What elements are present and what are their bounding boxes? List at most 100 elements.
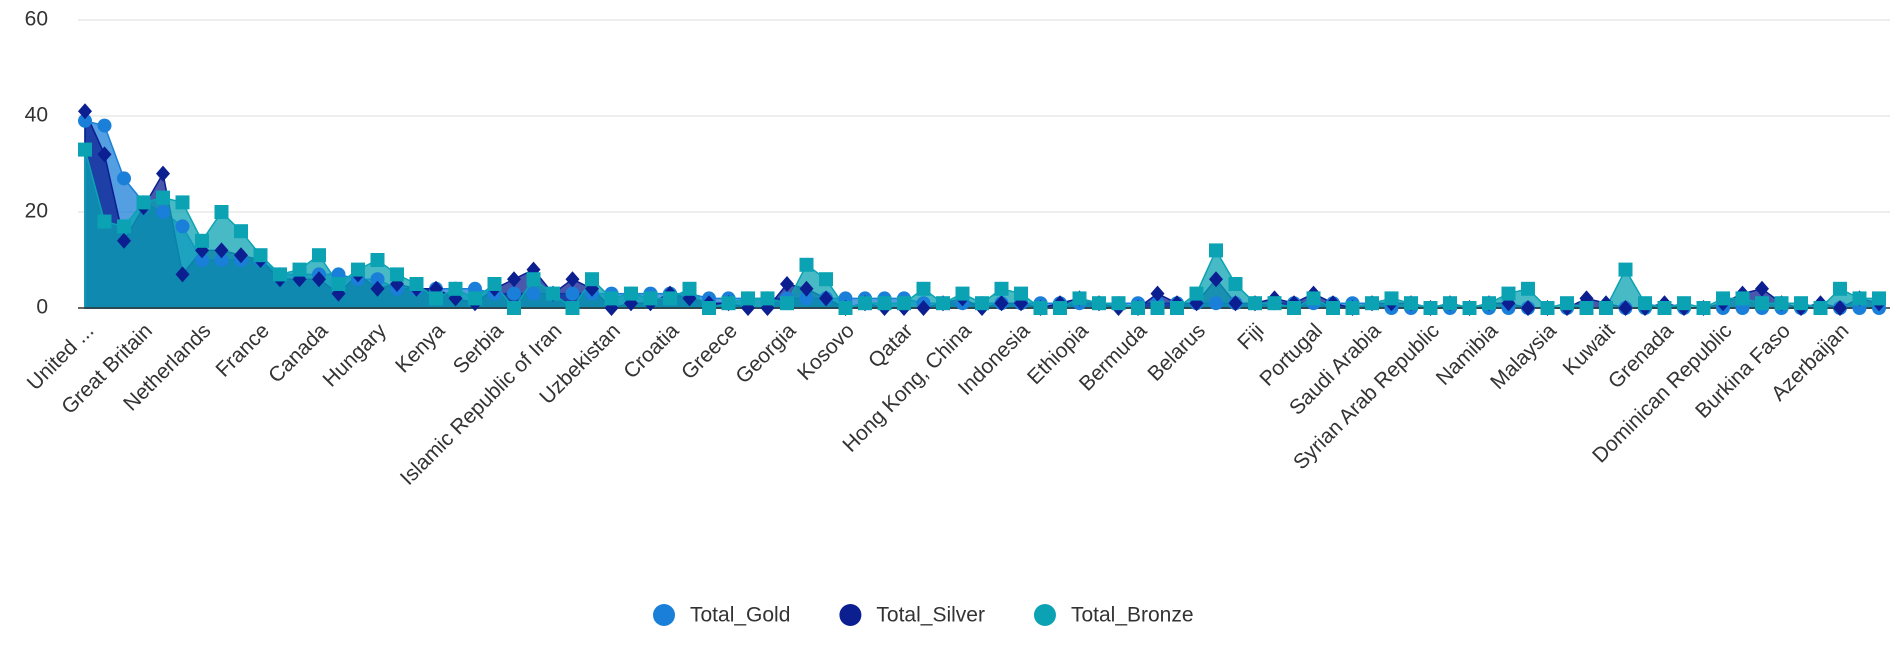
marker	[994, 281, 1009, 296]
marker	[370, 253, 385, 267]
marker	[117, 232, 131, 249]
y-tick-label: 20	[25, 200, 48, 223]
marker	[565, 271, 580, 288]
marker	[975, 296, 989, 311]
marker	[273, 267, 287, 282]
marker	[429, 291, 443, 306]
marker	[1306, 291, 1321, 306]
marker	[214, 253, 229, 267]
marker	[819, 290, 833, 307]
y-tick-label: 40	[25, 104, 48, 127]
marker	[1501, 286, 1516, 301]
marker	[1560, 296, 1574, 311]
marker	[1579, 301, 1594, 315]
x-tick-label: Kenya	[391, 319, 450, 378]
marker	[663, 291, 677, 306]
marker	[253, 248, 268, 263]
marker	[1326, 301, 1340, 315]
marker	[97, 146, 112, 163]
marker	[1384, 291, 1399, 306]
marker	[1599, 301, 1613, 315]
marker	[1189, 286, 1204, 301]
marker	[799, 280, 814, 297]
marker	[1618, 300, 1633, 316]
marker	[1209, 296, 1223, 311]
marker	[1521, 300, 1535, 316]
marker	[1267, 296, 1282, 311]
marker	[370, 280, 385, 297]
marker	[682, 281, 697, 296]
marker	[565, 286, 580, 301]
marker	[97, 118, 112, 133]
marker	[78, 103, 92, 120]
marker	[916, 300, 931, 316]
marker	[1131, 301, 1145, 315]
marker	[1813, 301, 1828, 315]
marker	[760, 291, 775, 306]
x-tick-label: Malaysia	[1486, 319, 1561, 394]
marker	[1092, 296, 1106, 311]
marker	[565, 301, 580, 315]
marker	[1228, 277, 1243, 291]
marker	[1774, 296, 1789, 311]
marker	[1228, 295, 1243, 312]
marker	[780, 276, 794, 292]
marker	[624, 286, 638, 301]
marker	[97, 214, 112, 229]
marker	[916, 281, 931, 296]
legend-marker	[1033, 604, 1056, 626]
marker	[1170, 301, 1184, 315]
marker	[214, 242, 229, 259]
marker	[1111, 296, 1126, 311]
marker	[1482, 296, 1496, 311]
marker	[1716, 291, 1730, 306]
x-tick-label: Greece	[677, 319, 742, 384]
marker	[936, 296, 950, 311]
legend-label: Total_Silver	[876, 604, 985, 627]
marker	[390, 267, 404, 282]
marker	[1540, 301, 1555, 315]
marker	[195, 233, 209, 248]
marker	[1345, 301, 1360, 315]
marker	[331, 277, 346, 291]
marker	[780, 296, 794, 311]
marker	[156, 190, 170, 205]
marker	[1833, 281, 1847, 296]
marker	[799, 257, 814, 272]
marker	[1248, 296, 1262, 311]
marker	[526, 286, 541, 301]
marker	[487, 277, 502, 291]
marker	[1423, 301, 1438, 315]
marker	[1735, 291, 1750, 306]
marker	[1755, 296, 1769, 311]
marker	[1462, 301, 1477, 315]
marker	[78, 142, 92, 157]
marker	[507, 271, 521, 288]
marker	[994, 295, 1009, 312]
marker	[1696, 301, 1711, 315]
marker	[1618, 262, 1633, 277]
marker	[955, 286, 970, 301]
marker	[799, 291, 814, 306]
marker	[507, 286, 521, 301]
marker	[1053, 301, 1067, 315]
marker	[234, 224, 248, 239]
marker	[351, 262, 365, 277]
marker	[1033, 301, 1048, 315]
marker	[78, 113, 92, 128]
y-tick-label: 60	[25, 8, 48, 31]
marker	[1638, 296, 1652, 311]
marker	[1209, 271, 1223, 288]
marker	[468, 291, 482, 306]
legend-label: Total_Gold	[690, 604, 790, 627]
marker	[721, 296, 736, 311]
marker	[546, 286, 560, 301]
x-tick-label: Belarus	[1143, 319, 1210, 386]
marker	[175, 195, 190, 210]
marker	[156, 165, 170, 182]
marker	[741, 291, 755, 306]
marker	[1794, 296, 1808, 311]
marker	[292, 262, 307, 277]
legend-marker	[839, 604, 862, 626]
